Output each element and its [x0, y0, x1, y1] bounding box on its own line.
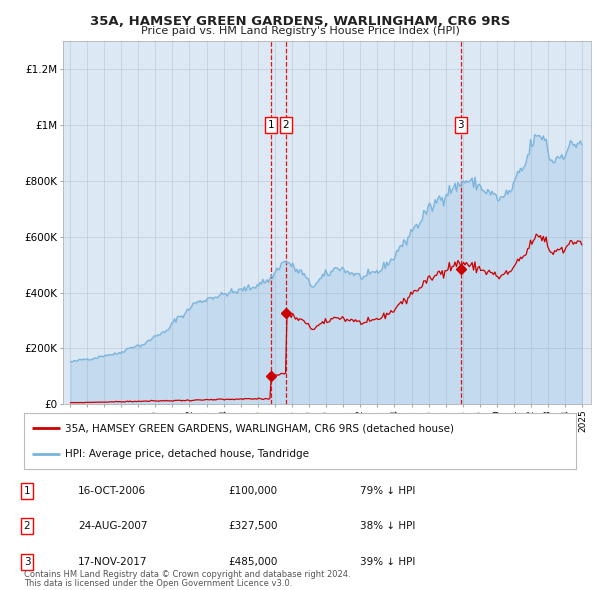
Text: 16-OCT-2006: 16-OCT-2006: [78, 486, 146, 496]
Text: HPI: Average price, detached house, Tandridge: HPI: Average price, detached house, Tand…: [65, 449, 310, 459]
Text: This data is licensed under the Open Government Licence v3.0.: This data is licensed under the Open Gov…: [24, 579, 292, 588]
Text: Contains HM Land Registry data © Crown copyright and database right 2024.: Contains HM Land Registry data © Crown c…: [24, 570, 350, 579]
Text: £100,000: £100,000: [228, 486, 277, 496]
Text: 35A, HAMSEY GREEN GARDENS, WARLINGHAM, CR6 9RS (detached house): 35A, HAMSEY GREEN GARDENS, WARLINGHAM, C…: [65, 423, 454, 433]
Text: 3: 3: [457, 120, 464, 130]
Text: 2: 2: [283, 120, 289, 130]
Text: 2: 2: [23, 522, 31, 531]
Text: 39% ↓ HPI: 39% ↓ HPI: [360, 557, 415, 566]
Text: 1: 1: [23, 486, 31, 496]
Text: 3: 3: [23, 557, 31, 566]
Text: £485,000: £485,000: [228, 557, 277, 566]
Text: 17-NOV-2017: 17-NOV-2017: [78, 557, 148, 566]
Text: 1: 1: [268, 120, 275, 130]
Text: £327,500: £327,500: [228, 522, 277, 531]
Text: 24-AUG-2007: 24-AUG-2007: [78, 522, 148, 531]
Text: 35A, HAMSEY GREEN GARDENS, WARLINGHAM, CR6 9RS: 35A, HAMSEY GREEN GARDENS, WARLINGHAM, C…: [90, 15, 510, 28]
Text: 79% ↓ HPI: 79% ↓ HPI: [360, 486, 415, 496]
Text: 38% ↓ HPI: 38% ↓ HPI: [360, 522, 415, 531]
Text: Price paid vs. HM Land Registry's House Price Index (HPI): Price paid vs. HM Land Registry's House …: [140, 26, 460, 36]
